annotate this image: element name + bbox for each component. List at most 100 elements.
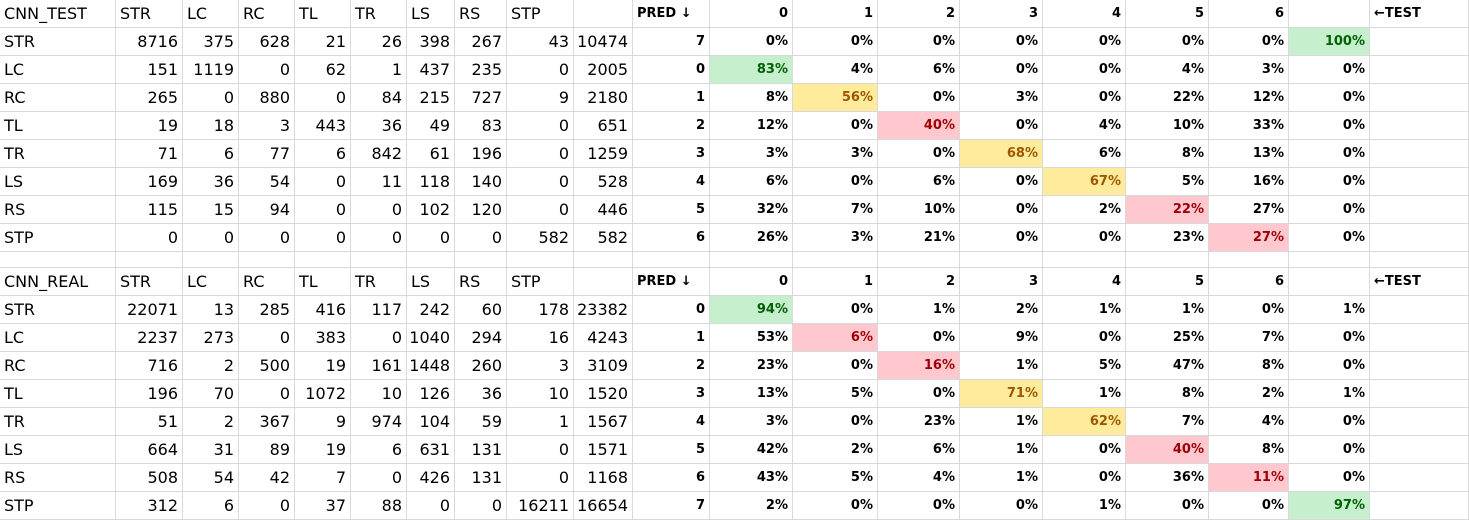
count-cell[interactable]: 16654 — [574, 492, 633, 520]
empty-cell[interactable] — [1370, 380, 1469, 408]
spacer-cell[interactable] — [351, 252, 407, 268]
count-cell[interactable]: 1040 — [407, 324, 455, 352]
empty-cell[interactable] — [1370, 140, 1469, 168]
spacer-cell[interactable] — [793, 252, 878, 268]
count-cell[interactable]: 716 — [116, 352, 183, 380]
pred-index[interactable]: 4 — [633, 168, 710, 196]
column-header[interactable]: RC — [239, 0, 295, 28]
row-label[interactable]: LS — [0, 436, 116, 464]
count-cell[interactable]: 312 — [116, 492, 183, 520]
percent-cell[interactable]: 0% — [1209, 296, 1289, 324]
count-cell[interactable]: 178 — [507, 296, 574, 324]
percent-cell[interactable]: 94% — [710, 296, 793, 324]
count-cell[interactable]: 131 — [455, 464, 507, 492]
row-label[interactable]: RS — [0, 464, 116, 492]
count-cell[interactable]: 26 — [351, 28, 407, 56]
spacer-cell[interactable] — [1289, 252, 1370, 268]
percent-cell[interactable]: 0% — [960, 196, 1043, 224]
count-cell[interactable]: 0 — [239, 224, 295, 252]
count-cell[interactable]: 0 — [239, 380, 295, 408]
count-cell[interactable]: 842 — [351, 140, 407, 168]
count-cell[interactable]: 11 — [351, 168, 407, 196]
count-cell[interactable]: 0 — [455, 224, 507, 252]
percent-cell[interactable]: 0% — [878, 28, 960, 56]
percent-cell[interactable]: 0% — [1289, 464, 1370, 492]
percent-cell[interactable]: 0% — [878, 140, 960, 168]
test-header[interactable]: ←TEST — [1370, 268, 1469, 296]
count-cell[interactable]: 0 — [507, 436, 574, 464]
percent-cell[interactable]: 22% — [1126, 84, 1209, 112]
percent-cell[interactable]: 12% — [710, 112, 793, 140]
count-cell[interactable]: 508 — [116, 464, 183, 492]
count-cell[interactable]: 0 — [295, 168, 351, 196]
column-header[interactable]: TL — [295, 0, 351, 28]
count-cell[interactable]: 9 — [295, 408, 351, 436]
count-cell[interactable]: 260 — [455, 352, 507, 380]
percent-cell[interactable]: 33% — [1209, 112, 1289, 140]
row-label[interactable]: LC — [0, 324, 116, 352]
count-cell[interactable]: 19 — [295, 352, 351, 380]
percent-cell[interactable]: 10% — [878, 196, 960, 224]
count-cell[interactable]: 0 — [116, 224, 183, 252]
count-cell[interactable]: 60 — [455, 296, 507, 324]
count-cell[interactable]: 582 — [574, 224, 633, 252]
count-cell[interactable]: 126 — [407, 380, 455, 408]
count-cell[interactable]: 1 — [351, 56, 407, 84]
percent-cell[interactable]: 4% — [1126, 56, 1209, 84]
pred-index[interactable]: 5 — [633, 436, 710, 464]
row-label[interactable]: STR — [0, 296, 116, 324]
percent-cell[interactable]: 2% — [710, 492, 793, 520]
column-header[interactable]: LS — [407, 0, 455, 28]
percent-cell[interactable]: 13% — [1209, 140, 1289, 168]
spacer-cell[interactable] — [0, 252, 116, 268]
pred-index[interactable]: 5 — [633, 196, 710, 224]
percent-cell[interactable]: 1% — [1126, 296, 1209, 324]
pct-column-header[interactable]: 0 — [710, 268, 793, 296]
count-cell[interactable]: 9 — [507, 84, 574, 112]
spacer-cell[interactable] — [239, 252, 295, 268]
percent-cell[interactable]: 7% — [1126, 408, 1209, 436]
percent-cell[interactable]: 62% — [1043, 408, 1126, 436]
count-cell[interactable]: 285 — [239, 296, 295, 324]
count-cell[interactable]: 235 — [455, 56, 507, 84]
count-cell[interactable]: 161 — [351, 352, 407, 380]
count-cell[interactable]: 18 — [183, 112, 239, 140]
row-label[interactable]: STR — [0, 28, 116, 56]
percent-cell[interactable]: 0% — [1289, 352, 1370, 380]
empty-cell[interactable] — [1370, 324, 1469, 352]
pct-column-header[interactable]: 4 — [1043, 0, 1126, 28]
percent-cell[interactable]: 4% — [1209, 408, 1289, 436]
row-label[interactable]: STP — [0, 492, 116, 520]
row-label[interactable]: LC — [0, 56, 116, 84]
percent-cell[interactable]: 0% — [960, 56, 1043, 84]
count-cell[interactable]: 0 — [351, 196, 407, 224]
spacer-cell[interactable] — [1126, 252, 1209, 268]
count-cell[interactable]: 0 — [295, 224, 351, 252]
percent-cell[interactable]: 1% — [1043, 492, 1126, 520]
count-cell[interactable]: 49 — [407, 112, 455, 140]
pred-index[interactable]: 4 — [633, 408, 710, 436]
count-cell[interactable]: 0 — [507, 168, 574, 196]
count-cell[interactable]: 2005 — [574, 56, 633, 84]
count-cell[interactable]: 1 — [507, 408, 574, 436]
percent-cell[interactable]: 25% — [1126, 324, 1209, 352]
percent-cell[interactable]: 1% — [1043, 296, 1126, 324]
count-cell[interactable]: 196 — [116, 380, 183, 408]
count-cell[interactable]: 104 — [407, 408, 455, 436]
row-label[interactable]: RC — [0, 352, 116, 380]
count-cell[interactable]: 3109 — [574, 352, 633, 380]
percent-cell[interactable]: 0% — [1289, 56, 1370, 84]
count-cell[interactable]: 0 — [351, 464, 407, 492]
percent-cell[interactable]: 23% — [878, 408, 960, 436]
empty-cell[interactable] — [1370, 436, 1469, 464]
percent-cell[interactable]: 100% — [1289, 28, 1370, 56]
pred-index[interactable]: 1 — [633, 84, 710, 112]
count-cell[interactable]: 0 — [295, 84, 351, 112]
count-cell[interactable]: 196 — [455, 140, 507, 168]
count-cell[interactable]: 437 — [407, 56, 455, 84]
count-cell[interactable]: 0 — [455, 492, 507, 520]
percent-cell[interactable]: 26% — [710, 224, 793, 252]
count-cell[interactable]: 0 — [351, 324, 407, 352]
count-cell[interactable]: 426 — [407, 464, 455, 492]
percent-cell[interactable]: 0% — [878, 492, 960, 520]
